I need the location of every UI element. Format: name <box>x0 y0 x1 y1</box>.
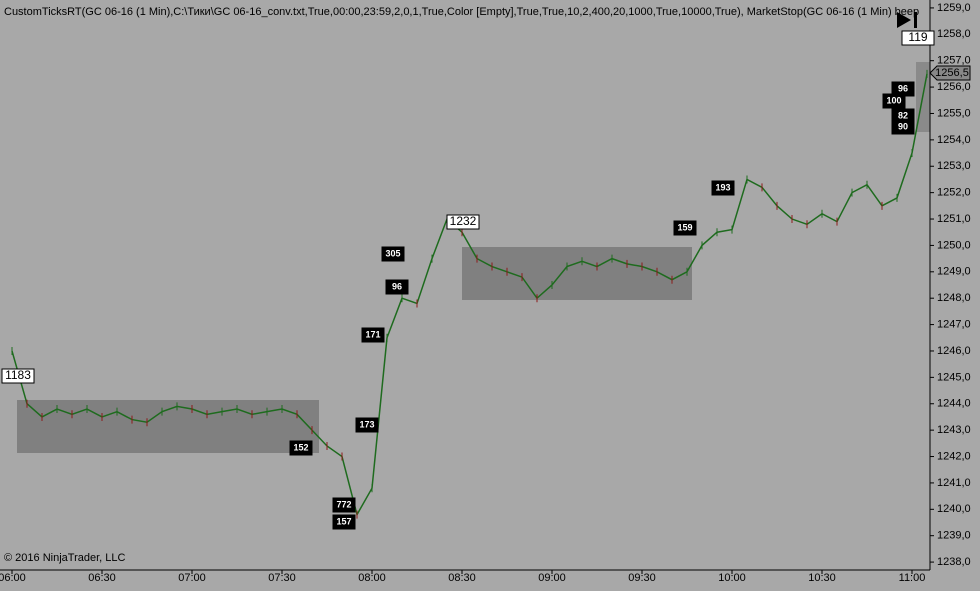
x-tick-label: 09:30 <box>628 572 656 584</box>
y-tick-label: 1248,0 <box>937 292 971 304</box>
price-line <box>11 73 928 517</box>
range-box <box>462 247 692 300</box>
y-tick-label: 1249,0 <box>937 266 971 278</box>
annotation: 1183 <box>5 368 31 382</box>
x-tick-label: 06:00 <box>0 572 26 584</box>
y-tick-label: 1259,0 <box>937 2 971 14</box>
y-tick-label: 1254,0 <box>937 134 971 146</box>
annotation-box <box>385 279 409 295</box>
annotation: 157 <box>336 516 351 526</box>
y-tick-label: 1257,0 <box>937 55 971 67</box>
annotation: 1232 <box>450 214 477 228</box>
annotation: 119 <box>908 30 927 44</box>
x-tick-label: 07:00 <box>178 572 206 584</box>
chart-title: CustomTicksRT(GC 06-16 (1 Min),C:\Тики\G… <box>4 6 919 18</box>
annotation: 100 <box>886 95 901 105</box>
y-tick-label: 1253,0 <box>937 160 971 172</box>
annotation-box <box>901 30 935 46</box>
y-tick-label: 1246,0 <box>937 345 971 357</box>
y-tick-label: 1252,0 <box>937 187 971 199</box>
y-tick-label: 1242,0 <box>937 450 971 462</box>
annotation: 193 <box>715 182 730 192</box>
x-tick-label: 11:00 <box>899 572 926 584</box>
annotation: 152 <box>293 442 308 452</box>
y-tick-label: 1255,0 <box>937 107 971 119</box>
annotation-box <box>1 368 35 384</box>
y-tick-label: 1243,0 <box>937 424 971 436</box>
x-tick-label: 06:30 <box>88 572 116 584</box>
annotation-box <box>332 514 356 530</box>
annotation-box <box>289 440 313 456</box>
annotation-box <box>361 327 385 343</box>
y-tick-label: 1244,0 <box>937 398 971 410</box>
annotation-box <box>446 214 480 230</box>
annotation: 82 <box>898 110 908 120</box>
y-tick-label: 1241,0 <box>937 477 971 489</box>
range-box <box>17 400 319 453</box>
annotation: 90 <box>898 121 908 131</box>
y-tick-label: 1256,0 <box>937 81 971 93</box>
play-icon <box>897 12 917 28</box>
annotation: 171 <box>365 329 380 339</box>
y-tick-label: 1239,0 <box>937 530 971 542</box>
last-price-label: 1256,5 <box>935 67 969 79</box>
x-tick-label: 08:00 <box>358 572 386 584</box>
y-tick-label: 1251,0 <box>937 213 971 225</box>
annotation: 159 <box>677 222 692 232</box>
annotation: 173 <box>359 419 374 429</box>
y-tick-label: 1245,0 <box>937 371 971 383</box>
annotation-box <box>355 417 379 433</box>
annotation-box <box>891 119 915 135</box>
annotation-box <box>891 81 915 97</box>
x-tick-label: 08:30 <box>448 572 476 584</box>
y-tick-label: 1258,0 <box>937 28 971 40</box>
annotation: 772 <box>336 499 351 509</box>
annotation-box <box>673 220 697 236</box>
y-tick-label: 1240,0 <box>937 503 971 515</box>
annotation: 96 <box>898 83 908 93</box>
annotation-box <box>711 180 735 196</box>
annotation-box <box>332 497 356 513</box>
y-tick-label: 1238,0 <box>937 556 971 568</box>
y-tick-label: 1250,0 <box>937 239 971 251</box>
annotation-box <box>381 246 405 262</box>
annotation: 305 <box>385 248 400 258</box>
x-tick-label: 07:30 <box>268 572 296 584</box>
annotation: 96 <box>392 281 402 291</box>
last-price: 1256,5 <box>929 65 971 81</box>
copyright: © 2016 NinjaTrader, LLC <box>4 552 125 564</box>
x-tick-label: 09:00 <box>538 572 566 584</box>
x-tick-label: 10:00 <box>718 572 746 584</box>
y-tick-label: 1247,0 <box>937 318 971 330</box>
x-tick-label: 10:30 <box>808 572 836 584</box>
